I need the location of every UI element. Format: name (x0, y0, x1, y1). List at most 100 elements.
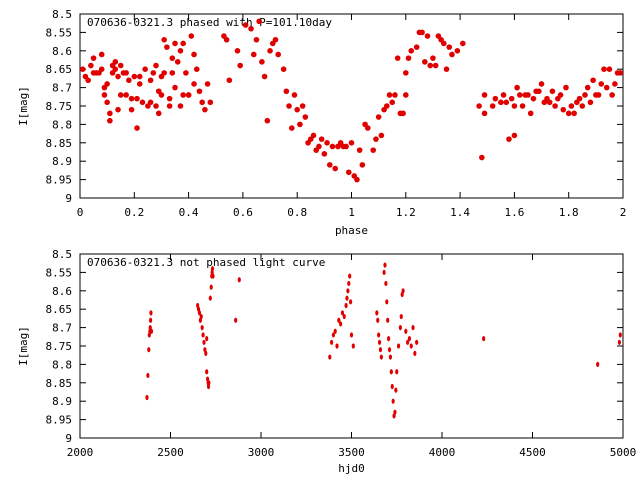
data-point (422, 59, 428, 65)
data-point (234, 317, 238, 323)
data-point (354, 176, 360, 183)
y-tick-label: 8.8 (52, 358, 72, 371)
data-point (606, 66, 613, 72)
y-tick-label: 8.95 (46, 414, 73, 427)
data-point (582, 92, 588, 98)
x-tick-label: 2 (620, 206, 627, 219)
data-point (79, 66, 86, 72)
data-point (419, 29, 425, 36)
y-tick-label: 9 (65, 432, 72, 445)
data-point (403, 92, 409, 98)
data-point (149, 328, 154, 334)
data-point (174, 59, 181, 65)
data-point (328, 354, 332, 360)
data-point (339, 321, 343, 327)
data-point (409, 343, 413, 349)
data-point (115, 106, 121, 113)
data-point (123, 92, 129, 98)
data-point (88, 62, 94, 69)
data-point (234, 48, 241, 54)
data-point (387, 347, 392, 353)
data-point (385, 299, 389, 305)
data-point (601, 66, 607, 72)
data-point (337, 317, 341, 323)
data-point (446, 44, 453, 50)
data-point (609, 92, 615, 98)
data-point (237, 62, 243, 69)
data-point (205, 336, 209, 342)
x-tick-label: 1.8 (559, 206, 579, 219)
data-point (340, 310, 345, 316)
data-point (117, 92, 124, 98)
data-point (612, 81, 618, 87)
data-point (413, 44, 420, 50)
data-point (376, 317, 380, 323)
x-tick-label: 1.6 (504, 206, 524, 219)
y-tick-label: 8.75 (46, 100, 73, 113)
x-tick-label: 5000 (610, 446, 637, 459)
x-axis-label: phase (335, 224, 368, 237)
data-point (259, 59, 265, 65)
data-point (207, 380, 211, 386)
data-point (153, 103, 159, 109)
data-point (291, 92, 298, 98)
data-point (356, 147, 363, 153)
y-axis-label: I[mag] (17, 326, 30, 366)
data-point (199, 99, 205, 106)
data-point (389, 369, 393, 375)
data-point (430, 55, 436, 61)
x-tick-label: 2000 (67, 446, 94, 459)
data-point (415, 339, 419, 345)
data-point (261, 73, 268, 80)
data-point (329, 339, 334, 345)
data-point (85, 77, 91, 84)
data-point (123, 70, 129, 76)
data-point (375, 310, 379, 316)
y-tick-label: 8.75 (46, 340, 73, 353)
data-point (209, 284, 213, 290)
data-point (117, 62, 124, 69)
data-point (197, 310, 202, 316)
y-tick-label: 8.5 (52, 8, 72, 21)
data-point (479, 154, 485, 161)
data-point (202, 106, 208, 113)
data-point (382, 269, 386, 275)
data-point (200, 325, 204, 331)
data-point (286, 103, 292, 109)
data-point (348, 140, 355, 146)
x-tick-label: 1 (348, 206, 355, 219)
y-tick-label: 8.7 (52, 82, 72, 95)
data-point (332, 165, 339, 172)
data-point (375, 114, 382, 120)
data-point (139, 99, 146, 106)
data-point (201, 332, 205, 338)
data-point (183, 70, 189, 76)
data-point (346, 288, 350, 294)
data-point (498, 99, 504, 106)
data-point (342, 313, 346, 320)
data-point (283, 88, 290, 95)
data-point (172, 40, 178, 47)
data-point (166, 95, 173, 102)
data-point (147, 99, 154, 106)
data-point (349, 332, 354, 338)
x-tick-label: 3000 (248, 446, 275, 459)
data-point (364, 125, 371, 131)
y-axis-label: I[mag] (17, 86, 30, 126)
data-point (202, 339, 206, 345)
y-tick-label: 8.65 (46, 63, 73, 76)
data-point (150, 70, 157, 76)
data-point (587, 99, 594, 106)
x-axis-label: hjd0 (338, 462, 365, 475)
data-point (155, 110, 162, 117)
plot-panel-1: 8.5 8.55 8.6 8.65 8.7 8.75 8.8 8.85 8.9 8.95 90 0.2… (17, 8, 626, 237)
data-point (191, 81, 197, 87)
data-point (383, 103, 390, 109)
data-point (185, 92, 192, 98)
data-point (514, 84, 520, 91)
data-point (519, 103, 526, 109)
data-point (326, 162, 333, 168)
data-point (406, 339, 410, 345)
data-point (552, 103, 558, 109)
data-point (211, 273, 215, 279)
